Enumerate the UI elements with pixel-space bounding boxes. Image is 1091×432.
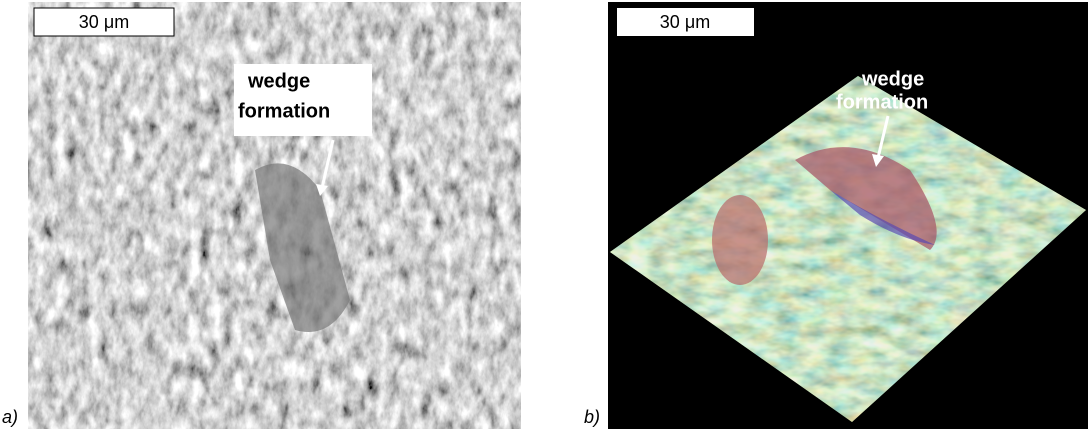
scale-bar-label: 30 μm <box>660 12 710 32</box>
panel-label: a) <box>2 407 18 427</box>
annotation-line: formation <box>238 100 330 122</box>
ridge <box>712 195 768 285</box>
annotation-line: wedge <box>861 68 924 90</box>
figure: 30 μm wedge formation a) 30 μm wedge for… <box>0 0 1091 432</box>
annotation-line: wedge <box>247 70 310 92</box>
panel-label: b) <box>584 407 600 427</box>
scale-bar-label: 30 μm <box>79 12 129 32</box>
annotation-line: formation <box>836 91 928 113</box>
